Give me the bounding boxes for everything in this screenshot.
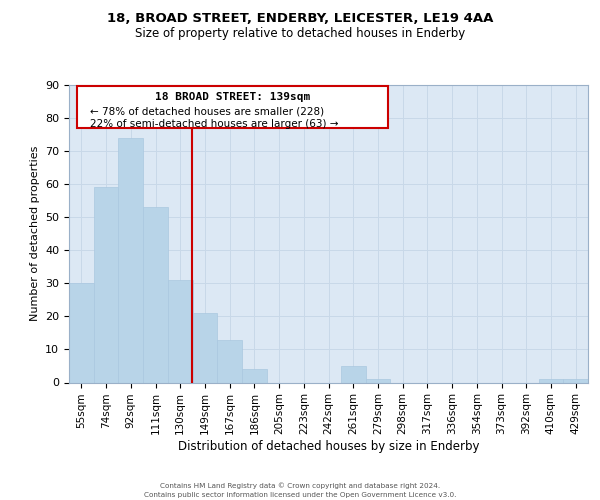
Text: Size of property relative to detached houses in Enderby: Size of property relative to detached ho… <box>135 28 465 40</box>
Text: 18 BROAD STREET: 139sqm: 18 BROAD STREET: 139sqm <box>155 92 310 102</box>
Text: Contains HM Land Registry data © Crown copyright and database right 2024.
Contai: Contains HM Land Registry data © Crown c… <box>144 482 456 498</box>
Bar <box>242 370 267 382</box>
Bar <box>118 138 143 382</box>
Text: ← 78% of detached houses are smaller (228): ← 78% of detached houses are smaller (22… <box>90 106 324 117</box>
Bar <box>94 188 118 382</box>
FancyBboxPatch shape <box>77 86 388 128</box>
Bar <box>143 208 168 382</box>
Bar <box>193 313 217 382</box>
Bar <box>563 379 588 382</box>
Bar <box>341 366 365 382</box>
X-axis label: Distribution of detached houses by size in Enderby: Distribution of detached houses by size … <box>178 440 479 453</box>
Bar <box>217 340 242 382</box>
Bar <box>539 379 563 382</box>
Bar <box>365 379 390 382</box>
Text: 18, BROAD STREET, ENDERBY, LEICESTER, LE19 4AA: 18, BROAD STREET, ENDERBY, LEICESTER, LE… <box>107 12 493 26</box>
Y-axis label: Number of detached properties: Number of detached properties <box>29 146 40 322</box>
Bar <box>69 284 94 382</box>
Bar <box>168 280 193 382</box>
Text: 22% of semi-detached houses are larger (63) →: 22% of semi-detached houses are larger (… <box>90 119 338 129</box>
